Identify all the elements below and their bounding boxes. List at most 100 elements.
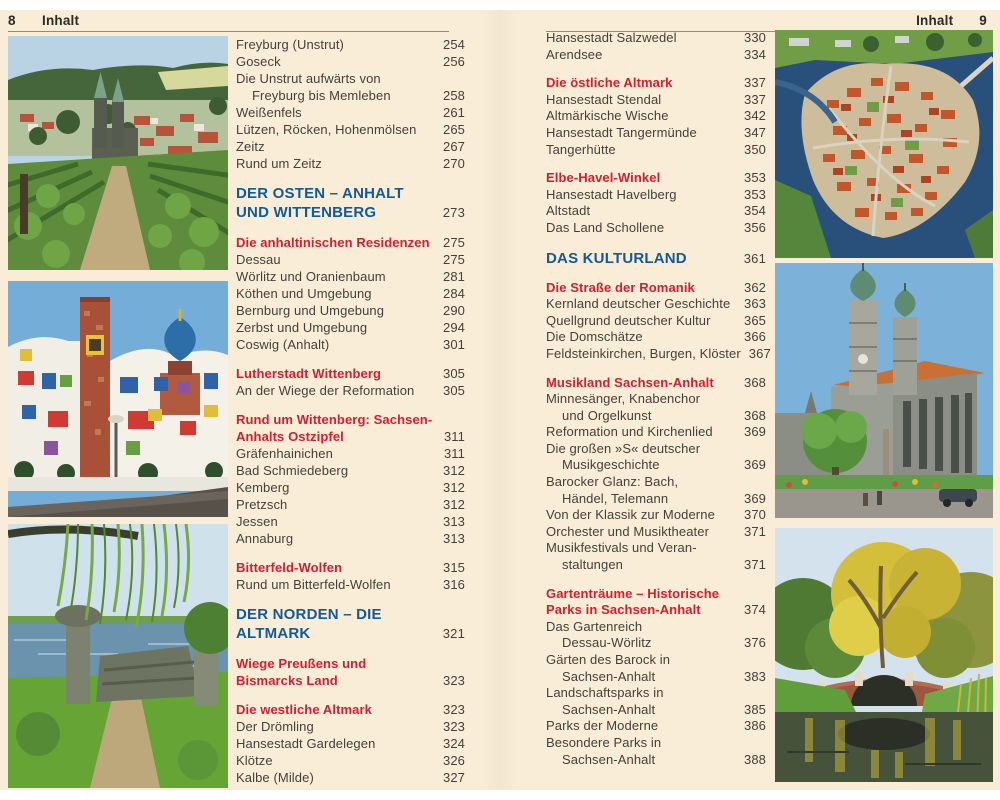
toc-page-ref: 363 (744, 296, 766, 312)
toc-entry-line: Köthen und Umgebung 284 (236, 285, 465, 302)
toc-page-ref: 323 (443, 719, 465, 734)
toc-entry-line: Altmärkische Wische 342 (546, 108, 766, 125)
toc-entry-line: Annaburg 313 (236, 530, 465, 547)
toc-entry-line: Rund um Bitterfeld-Wolfen 316 (236, 576, 465, 593)
toc-subheading-line: Parks in Sachsen-Anhalt 374 (546, 602, 766, 619)
toc-page-ref: 301 (443, 337, 465, 352)
toc-entry-text: Klötze (236, 753, 273, 768)
toc-page-ref: 376 (744, 635, 766, 651)
toc-page-ref: 368 (744, 407, 766, 423)
toc-entry-line: Freyburg bis Memleben 258 (236, 87, 465, 104)
toc-entry-text: Köthen und Umgebung (236, 286, 372, 301)
toc-subheading-line: Elbe-Havel-Winkel 353 (546, 170, 766, 187)
toc-entry-text: Zeitz (236, 139, 265, 154)
toc-entry-text: Bad Schmiedeberg (236, 463, 349, 478)
toc-page-ref: 315 (443, 560, 465, 575)
toc-entry-line: Parks der Moderne 386 (546, 718, 766, 735)
toc-entry-text: Gräfenhainichen (236, 446, 333, 461)
toc-entry-text: Quellgrund deutscher Kultur (546, 312, 711, 328)
toc-entry-line: Lützen, Röcken, Hohenmölsen 265 (236, 121, 465, 138)
toc-subheading-line: Wiege Preußens und (236, 655, 465, 672)
toc-entry-text: Kernland deutscher Geschichte (546, 296, 731, 312)
toc-entry-text: Dessau (236, 252, 281, 267)
page-gutter (480, 10, 520, 790)
toc-entry-text: Rund um Wittenberg: Sachsen- (236, 412, 433, 427)
toc-page-ref: 366 (744, 329, 766, 345)
toc-entry-line: Hansestadt Salzwedel 330 (546, 30, 766, 47)
toc-entry-text: Lutherstadt Wittenberg (236, 366, 382, 381)
toc-entry-line: Händel, Telemann 369 (546, 491, 766, 508)
toc-entry-text: Händel, Telemann (562, 490, 669, 506)
toc-entry-line: Zerbst und Umgebung 294 (236, 319, 465, 336)
toc-page-ref: 323 (443, 673, 465, 688)
toc-entry-line: An der Wiege der Reformation 305 (236, 382, 465, 399)
toc-page-ref: 305 (443, 366, 465, 381)
toc-chapter-line: DER NORDEN – DIE (236, 605, 465, 624)
toc-entry-line: Pretzsch 312 (236, 496, 465, 513)
toc-entry-line: Sachsen-Anhalt 385 (546, 702, 766, 719)
toc-page-ref: 313 (443, 531, 465, 546)
toc-page-ref: 388 (744, 751, 766, 767)
toc-entry-line: Musikgeschichte 369 (546, 457, 766, 474)
toc-page-ref: 267 (443, 139, 465, 154)
toc-subheading-line: Die Straße der Romanik 362 (546, 280, 766, 297)
toc-page-ref: 312 (443, 463, 465, 478)
toc-entry-text: Hansestadt Havelberg (546, 186, 677, 202)
toc-entry-text: Freyburg (Unstrut) (236, 37, 344, 52)
toc-entry-text: staltungen (562, 557, 623, 573)
toc-subheading-line: Die anhaltinischen Residenzen 275 (236, 234, 465, 251)
toc-entry-line: und Orgelkunst 368 (546, 408, 766, 425)
toc-entry-text: Altmärkische Wische (546, 108, 669, 124)
toc-page-ref: 323 (443, 702, 465, 717)
toc-entry-line: staltungen 371 (546, 557, 766, 574)
photo-hundertwasser-building (8, 281, 228, 517)
toc-entry-text: Der Drömling (236, 719, 314, 734)
toc-page-ref: 337 (744, 75, 766, 91)
toc-chapter-line: UND WITTENBERG 273 (236, 203, 465, 222)
toc-entry-line: Wörlitz und Oranienbaum 281 (236, 268, 465, 285)
toc-entry-line: Zeitz 267 (236, 138, 465, 155)
toc-entry-line: Die Unstrut aufwärts von (236, 70, 465, 87)
toc-page-ref: 347 (744, 124, 766, 140)
toc-entry-line: Klötze 326 (236, 752, 465, 769)
toc-entry-line: Reformation und Kirchenlied 369 (546, 424, 766, 441)
toc-entry-text: Gärten des Barock in (546, 652, 671, 667)
toc-page-ref: 265 (443, 122, 465, 137)
toc-entry-text: DAS KULTURLAND (546, 249, 687, 267)
toc-entry-text: Musikgeschichte (562, 457, 660, 473)
toc-page-ref: 362 (744, 279, 766, 295)
left-page-header: 8 Inhalt (8, 12, 449, 32)
toc-page-ref: 365 (744, 312, 766, 328)
toc-entry-text: Jessen (236, 514, 278, 529)
toc-entry-line: Jessen 313 (236, 513, 465, 530)
toc-entry-text: Freyburg bis Memleben (252, 88, 391, 103)
toc-page-ref: 316 (443, 577, 465, 592)
toc-page-ref: 354 (744, 203, 766, 219)
toc-entry-line: Kemberg 312 (236, 479, 465, 496)
toc-page-ref: 313 (443, 514, 465, 529)
left-page-number: 8 (8, 13, 16, 28)
toc-left: Freyburg (Unstrut) 254 Goseck 256 Die Unstru… (236, 36, 465, 798)
toc-entry-line: Dessau-Wörlitz 376 (546, 635, 766, 652)
toc-page-ref: 330 (744, 30, 766, 45)
toc-entry-text: Wörlitz und Oranienbaum (236, 269, 386, 284)
toc-entry-line: Orchester und Musiktheater 371 (546, 524, 766, 541)
toc-subheading-line: Die westliche Altmark 323 (236, 701, 465, 718)
toc-page-ref: 284 (443, 286, 465, 301)
toc-entry-line: Kernland deutscher Geschichte 363 (546, 296, 766, 313)
toc-chapter-line: ALTMARK 321 (236, 624, 465, 643)
toc-entry-line: Das Gartenreich (546, 619, 766, 636)
toc-page-ref: 321 (442, 626, 465, 641)
toc-entry-text: DER NORDEN – DIE (236, 606, 382, 623)
toc-entry-line: Hansestadt Stendal 337 (546, 92, 766, 109)
toc-entry-text: Feldsteinkirchen, Burgen, Klöster (546, 345, 741, 361)
toc-page-ref: 254 (443, 37, 465, 52)
toc-entry-line: Besondere Parks in (546, 735, 766, 752)
toc-entry-text: Minnesänger, Knabenchor (546, 391, 701, 407)
toc-entry-text: Die großen »S« deutscher (546, 440, 701, 456)
toc-entry-text: Kalbe (Milde) (236, 770, 314, 785)
toc-entry-text: Hansestadt Tangermünde (546, 124, 697, 140)
toc-entry-line: Tangerhütte 350 (546, 142, 766, 159)
toc-entry-text: Elbe-Havel-Winkel (546, 170, 661, 186)
toc-page-ref: 353 (744, 186, 766, 202)
